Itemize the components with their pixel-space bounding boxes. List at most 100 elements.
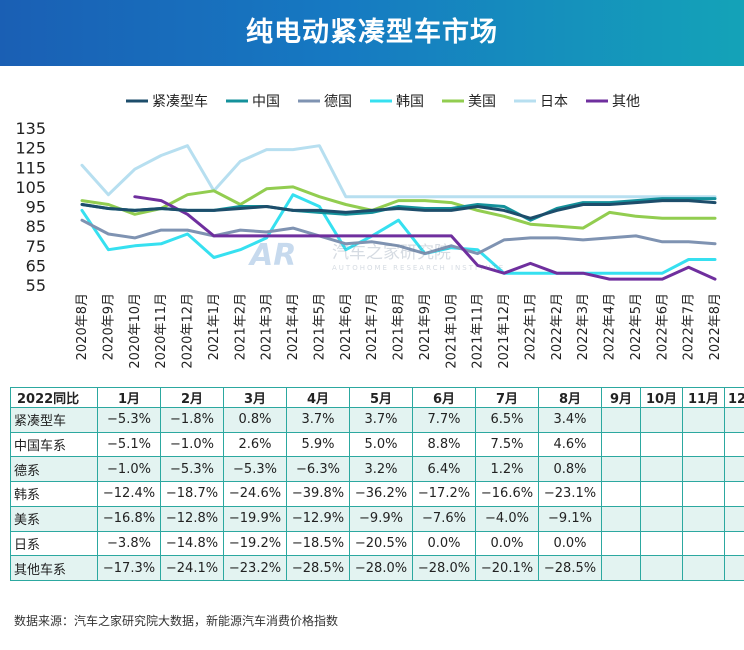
row-label: 日系 — [10, 530, 98, 557]
table-cell: 7.5% — [475, 431, 539, 458]
col-header: 1月 — [97, 387, 161, 408]
series-line — [80, 144, 717, 199]
row-label: 韩系 — [10, 481, 98, 507]
row-label: 美系 — [10, 505, 98, 532]
watermark: AR 汽车之家研究院 AUTOHOME RESEARCH INSTITUTE — [250, 234, 503, 284]
table-row: 日系 −3.8% −14.8% −19.2% −18.5% −20.5% 0.0% 0.0% 0… — [10, 530, 744, 557]
table-cell: −9.1% — [538, 505, 602, 532]
col-header: 8月 — [538, 387, 602, 408]
row-label: 紧凑型车 — [10, 407, 98, 433]
x-tick-label: 2022年8月 — [708, 293, 723, 360]
legend-label: 其他 — [612, 94, 640, 110]
col-header: 10月 — [640, 387, 683, 408]
table-cell: 0.0% — [538, 530, 602, 557]
x-tick-label: 2020年10月 — [128, 293, 143, 369]
col-header: 3月 — [223, 387, 287, 408]
x-tick-label: 2022年2月 — [550, 293, 565, 360]
table-cell: 1.2% — [475, 456, 539, 483]
table-cell: 0.0% — [475, 530, 539, 557]
table-cell — [640, 431, 683, 458]
table-cell — [601, 456, 641, 483]
table-cell: 3.2% — [349, 456, 413, 483]
table-cell — [640, 407, 683, 433]
x-tick-label: 2021年1月 — [207, 293, 222, 360]
col-header: 4月 — [286, 387, 350, 408]
table-cell: −24.6% — [223, 481, 287, 507]
table-cell: −5.1% — [97, 431, 161, 458]
table-cell — [601, 431, 641, 458]
table-cell: −20.1% — [475, 555, 539, 581]
x-tick-label: 2021年7月 — [365, 293, 380, 360]
x-tick-label: 2022年6月 — [655, 293, 670, 360]
x-tick-label: 2020年12月 — [181, 293, 196, 369]
row-label: 其他车系 — [10, 555, 98, 581]
series-line — [80, 185, 717, 230]
legend-label: 紧凑型车 — [152, 93, 208, 110]
table-row: 紧凑型车 −5.3% −1.8% 0.8% 3.7% 3.7% 7.7% 6.5% 3.4% — [10, 407, 744, 433]
y-tick-label: 65 — [26, 256, 46, 275]
table-cell — [601, 407, 641, 433]
table-cell: −9.9% — [349, 505, 413, 532]
table-cell — [682, 505, 725, 532]
x-tick-label: 2021年2月 — [233, 293, 248, 360]
table-cell — [724, 530, 744, 557]
x-tick-label: 2022年5月 — [629, 293, 644, 360]
row-label: 中国车系 — [10, 431, 98, 458]
table-cell: −5.3% — [160, 456, 224, 483]
series-line — [80, 193, 717, 275]
page-title: 纯电动紧凑型车市场 — [246, 17, 498, 48]
table-cell: 3.7% — [286, 407, 350, 433]
table-cell — [682, 555, 725, 581]
table-cell — [724, 407, 744, 433]
table-cell — [724, 481, 744, 507]
table-cell: −18.7% — [160, 481, 224, 507]
col-header: 9月 — [601, 387, 641, 408]
legend-label: 日本 — [540, 94, 568, 110]
table-cell: −1.8% — [160, 407, 224, 433]
table-row: 其他车系 −17.3% −24.1% −23.2% −28.5% −28.0% −28.0%… — [10, 555, 744, 581]
series-line — [80, 199, 717, 220]
x-tick-label: 2022年7月 — [682, 293, 697, 360]
table-cell: 6.5% — [475, 407, 539, 433]
table-cell: 3.7% — [349, 407, 413, 433]
x-tick-label: 2021年5月 — [312, 293, 327, 360]
table-cell: −24.1% — [160, 555, 224, 581]
x-tick-label: 2022年3月 — [576, 293, 591, 360]
table-cell: −6.3% — [286, 456, 350, 483]
col-header: 5月 — [349, 387, 413, 408]
x-tick-label: 2021年4月 — [286, 293, 301, 360]
y-tick-label: 115 — [15, 158, 46, 177]
yoy-table: 2022同比 1月 2月 3月 4月 5月 6月 7月 8月 9月 10月 11… — [10, 387, 744, 581]
table-cell — [682, 481, 725, 507]
table-cell: −3.8% — [97, 530, 161, 557]
table-cell — [601, 505, 641, 532]
table-cell: −18.5% — [286, 530, 350, 557]
col-header: 7月 — [475, 387, 539, 408]
watermark-text: 汽车之家研究院 — [332, 243, 451, 263]
table-cell: 7.7% — [412, 407, 476, 433]
table-cell: 8.8% — [412, 431, 476, 458]
row-label: 德系 — [10, 456, 98, 483]
col-header: 2月 — [160, 387, 224, 408]
table-cell: −23.2% — [223, 555, 287, 581]
table-cell — [601, 555, 641, 581]
table-cell: 3.4% — [538, 407, 602, 433]
series-line — [80, 218, 717, 256]
x-tick-label: 2022年1月 — [523, 293, 538, 360]
table-cell — [682, 431, 725, 458]
table-cell: −39.8% — [286, 481, 350, 507]
y-tick-label: 125 — [15, 139, 46, 158]
table-cell: 2.6% — [223, 431, 287, 458]
table-row: 德系 −1.0% −5.3% −5.3% −6.3% 3.2% 6.4% 1.2% 0.8% — [10, 456, 744, 483]
table-cell: 0.8% — [223, 407, 287, 433]
table-cell: −19.9% — [223, 505, 287, 532]
table-cell: −1.0% — [160, 431, 224, 458]
legend-label: 德国 — [324, 94, 352, 110]
table-cell: −17.3% — [97, 555, 161, 581]
source-note: 数据来源：汽车之家研究院大数据，新能源汽车消费价格指数 — [14, 614, 339, 628]
table-cell: −5.3% — [97, 407, 161, 433]
table-cell: −17.2% — [412, 481, 476, 507]
table-corner: 2022同比 — [10, 387, 98, 408]
y-tick-label: 85 — [26, 217, 46, 236]
